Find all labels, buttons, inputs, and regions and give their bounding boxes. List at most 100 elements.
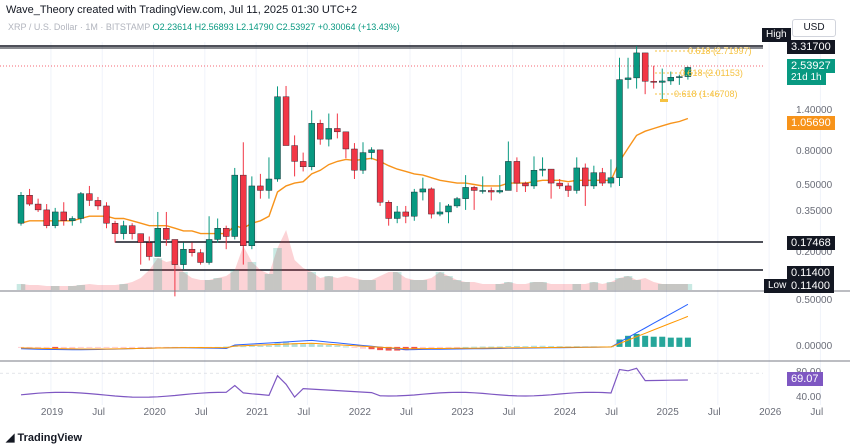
macd-histogram-bar <box>676 337 683 347</box>
candle-body <box>419 188 427 193</box>
candle-body <box>317 123 324 140</box>
countdown-badge: 21d 1h <box>787 71 826 85</box>
support-badge-2: 0.11400 <box>787 266 834 280</box>
macd-histogram-bar <box>454 346 461 348</box>
high-badge-value: 3.31700 <box>787 40 835 54</box>
time-axis-label: 2025 <box>656 407 679 418</box>
candle-body <box>94 200 102 207</box>
candle-body <box>137 233 144 243</box>
time-axis-label: Jul <box>297 407 311 418</box>
macd-histogram-bar <box>43 346 50 349</box>
macd-histogram-bar <box>377 346 384 351</box>
volume-bar <box>358 280 368 290</box>
candle-body <box>171 239 179 265</box>
macd-histogram-bar <box>342 346 349 348</box>
candle-body <box>163 228 170 240</box>
volume-bar <box>615 278 624 290</box>
candle-body <box>299 161 307 168</box>
macd-histogram-bar <box>471 346 478 348</box>
macd-histogram-bar <box>223 346 230 348</box>
symbol-exchange: BITSTAMP <box>105 22 151 32</box>
candle-body <box>496 190 503 193</box>
high-badge-label: High <box>762 28 791 42</box>
volume-bar <box>461 282 470 290</box>
current-price-badge: 2.53927 <box>787 59 835 73</box>
macd-histogram-bar <box>531 345 537 347</box>
macd-histogram-bar <box>325 345 332 347</box>
candle-body <box>120 225 127 234</box>
candle-body <box>539 168 546 171</box>
candle-body <box>291 145 298 162</box>
low-badge-value: 0.11400 <box>787 279 834 293</box>
volume-bar <box>418 280 428 290</box>
macd-histogram-bar <box>120 346 127 349</box>
candle-body <box>154 228 162 257</box>
volume-bar <box>435 272 445 290</box>
macd-histogram-bar <box>26 346 33 349</box>
candle-body <box>599 172 606 184</box>
macd-histogram-bar <box>163 346 170 348</box>
candle-body <box>582 167 589 187</box>
volume-bar <box>657 284 667 290</box>
macd-histogram-bar <box>351 346 358 348</box>
macd-histogram-bar <box>291 343 298 347</box>
candle-body <box>265 178 273 191</box>
macd-histogram-bar <box>308 343 315 347</box>
candle-body <box>368 149 375 153</box>
price-axis-label: 0.50000 <box>796 179 833 191</box>
candle-body <box>556 182 563 187</box>
candle-body <box>43 209 50 226</box>
volume-bar <box>179 272 188 290</box>
rsi-badge: 69.07 <box>787 372 823 386</box>
candle-body <box>52 211 59 226</box>
candle-body <box>684 67 692 77</box>
symbol-legend[interactable]: XRP / U.S. Dollar · 1M · BITSTAMP O2.236… <box>8 22 400 32</box>
candle-body <box>488 190 495 193</box>
macd-histogram-bar <box>548 345 555 347</box>
price-axis-label: 0.20000 <box>796 246 833 258</box>
macd-line <box>20 303 689 351</box>
candle-body <box>470 187 478 191</box>
volume-bar <box>230 270 240 290</box>
macd-histogram-bar <box>69 346 76 349</box>
volume-bar <box>410 280 419 290</box>
candle-body <box>26 195 33 205</box>
candle-body <box>479 190 486 192</box>
macd-histogram-bar <box>522 346 529 348</box>
candle-body <box>214 228 221 240</box>
signal-line <box>20 315 689 350</box>
time-axis-label: Jul <box>400 407 413 418</box>
time-axis-label: Jul <box>92 407 106 418</box>
time-axis-label: 2019 <box>40 407 64 418</box>
macd-histogram-bar <box>103 346 110 348</box>
candle-body <box>146 242 153 257</box>
volume-bar <box>504 282 513 290</box>
candle-body <box>522 182 529 187</box>
candle-body <box>565 185 572 191</box>
fib-label: 0.618 (2.71997) <box>688 46 752 56</box>
macd-histogram-bar <box>360 346 366 349</box>
macd-histogram-bar <box>265 345 272 347</box>
candle-body <box>128 225 136 234</box>
tradingview-footer[interactable]: ◢ TradingView <box>6 431 82 444</box>
volume-bar <box>16 284 26 290</box>
candle-body <box>659 80 666 83</box>
volume-bar <box>606 282 616 290</box>
candle-body <box>325 128 332 140</box>
volume-ribbon <box>16 230 693 290</box>
currency-button[interactable]: USD <box>792 19 836 37</box>
candle-body <box>60 211 67 221</box>
volume-bar <box>273 248 282 290</box>
candle-body <box>17 195 25 224</box>
macd-histogram-bar <box>488 346 495 348</box>
macd-histogram-bar <box>684 337 691 347</box>
macd-histogram-bar <box>462 346 469 348</box>
candle-body <box>222 228 230 237</box>
tradingview-logo-icon: ◢ <box>6 432 15 444</box>
macd-histogram-bar <box>248 345 255 347</box>
grid-lines <box>50 42 821 405</box>
macd-histogram-bar <box>86 346 93 348</box>
macd-histogram-bar <box>659 336 666 347</box>
candle-body <box>197 252 204 263</box>
